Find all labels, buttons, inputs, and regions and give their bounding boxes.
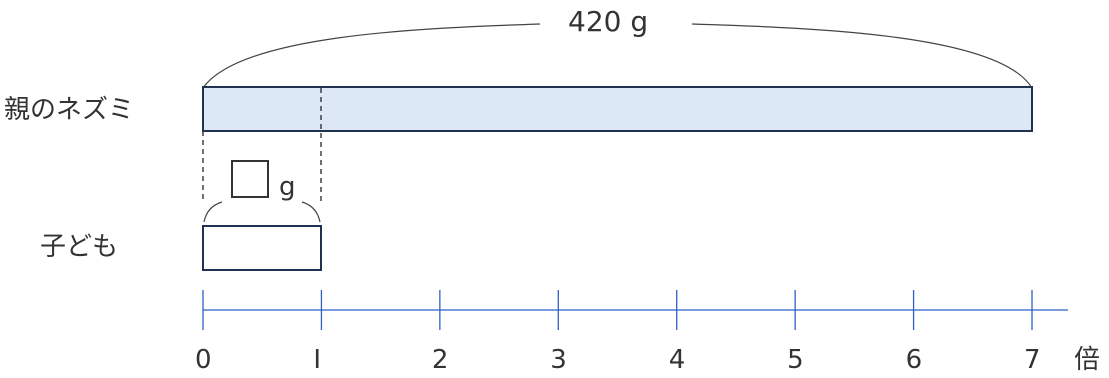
- axis-tick-label: 4: [668, 345, 686, 375]
- unknown-value-box: [231, 160, 269, 198]
- parent-label: 親のネズミ: [4, 95, 135, 125]
- parent-bar: [202, 86, 1033, 132]
- axis-unit-label: 倍: [1074, 345, 1101, 375]
- axis-tick-label: 6: [905, 345, 923, 375]
- total-brace-left: [202, 23, 541, 89]
- axis-tick-label: I: [313, 345, 322, 375]
- axis-tick-label: 2: [431, 345, 449, 375]
- child-brace-left: [203, 201, 223, 223]
- axis-tick-label: 5: [787, 345, 804, 375]
- child-bar: [202, 225, 322, 271]
- axis-tick-label: 0: [195, 345, 212, 375]
- axis-tick-label: 3: [550, 345, 567, 375]
- child-brace-right: [301, 201, 321, 223]
- axis-tick-label: 7: [1024, 345, 1041, 375]
- total-label: 420 g: [568, 5, 649, 38]
- unknown-unit-label: g: [279, 172, 296, 202]
- child-label: 子ども: [40, 232, 119, 262]
- axis-ticks: [202, 290, 1033, 330]
- total-brace-right: [691, 23, 1033, 89]
